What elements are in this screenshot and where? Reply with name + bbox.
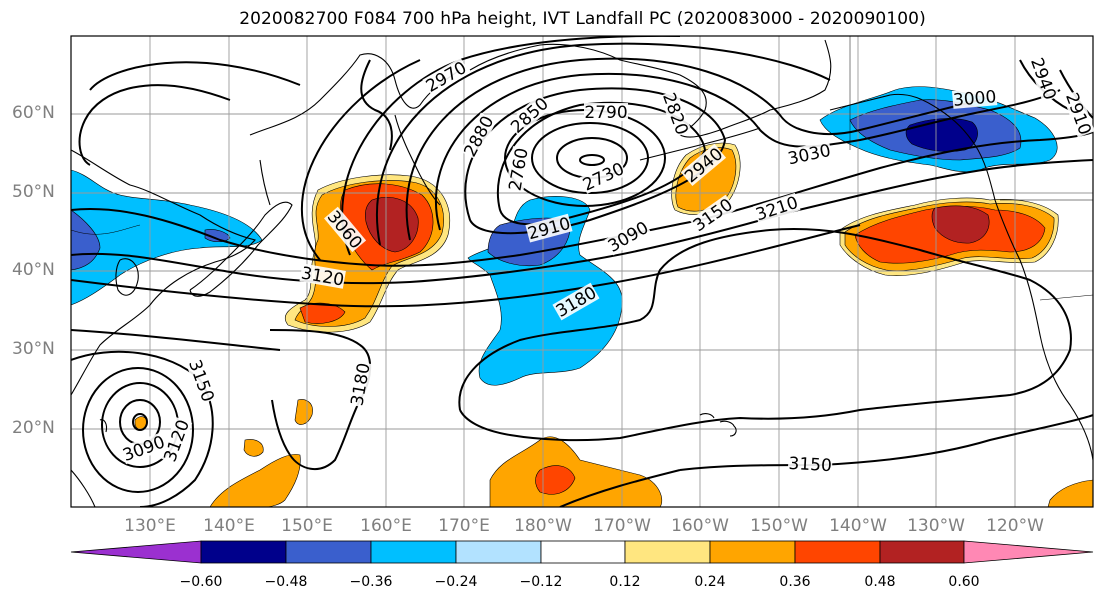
typhoon-ring-4 — [82, 367, 194, 493]
coast-hawaii — [699, 413, 737, 437]
colorbar-tick-label: 0.12 — [609, 574, 641, 590]
colorbar-tick-label: 0.36 — [779, 574, 811, 590]
map-frame — [70, 35, 1094, 508]
colorbar-tick-label: 0.60 — [948, 574, 980, 590]
lon-label: 140°E — [203, 516, 255, 536]
contour-low-center — [579, 154, 605, 166]
coast-kamchatka — [394, 114, 441, 206]
typhoon-ring-1 — [132, 413, 148, 431]
lon-label: 160°W — [671, 516, 729, 536]
map-plot-area — [71, 36, 1093, 507]
contour-3180-loop — [269, 329, 372, 470]
lon-label: 140°W — [829, 516, 887, 536]
positive-anomaly-south-5 — [1047, 479, 1093, 507]
lon-label: 150°E — [281, 516, 333, 536]
coast-sakhalin — [259, 159, 271, 206]
lat-label: 60°N — [12, 103, 55, 123]
positive-anomaly-south-1 — [489, 436, 663, 507]
contour-label: 3180 — [347, 361, 374, 407]
coast-gulf-alaska — [829, 93, 1093, 461]
colorbar — [70, 540, 1094, 564]
contour-label: 3090 — [605, 218, 652, 257]
colorbar-bin — [794, 540, 881, 564]
colorbar-bin — [540, 540, 626, 564]
coast-korea — [115, 258, 139, 296]
coast-siberia — [249, 53, 461, 136]
coast-taiwan — [99, 419, 108, 433]
colorbar-tick-label: −0.48 — [264, 574, 308, 590]
colorbar-extend-low — [70, 540, 202, 564]
contour-label: 2970 — [423, 58, 470, 97]
lat-label: 50°N — [12, 182, 55, 202]
contour-label: 3000 — [952, 87, 997, 111]
map-title: 2020082700 F084 700 hPa height, IVT Land… — [239, 9, 926, 29]
colorbar-tick-label: 0.24 — [694, 574, 726, 590]
colorbar-bin — [709, 540, 796, 564]
coast-philippines — [71, 469, 96, 507]
colorbar-bin — [879, 540, 965, 564]
contour-3150-south — [71, 329, 1093, 471]
lon-label: 170°E — [438, 516, 490, 536]
positive-anomaly-south-4 — [243, 439, 264, 457]
colorbar-bin — [370, 540, 457, 564]
colorbar-bin — [285, 540, 372, 564]
contour-label: 2880 — [460, 113, 498, 161]
colorbar-tick-label: 0.48 — [864, 574, 896, 590]
positive-anomaly-south-1-core — [535, 465, 576, 495]
coast-east-asia — [71, 149, 256, 396]
lat-label: 30°N — [12, 339, 55, 359]
lon-label: 130°W — [907, 516, 965, 536]
contour-label: 3120 — [160, 417, 194, 464]
contour-label: 3150 — [184, 357, 218, 404]
colorbar-tick-label: −0.60 — [179, 574, 223, 590]
lon-label: 170°W — [593, 516, 651, 536]
contour-label: 3150 — [788, 454, 832, 476]
lat-label: 20°N — [12, 418, 55, 438]
negative-anomaly-west — [71, 169, 263, 306]
positive-anomaly-westcoast-3 — [931, 205, 990, 244]
colorbar-tick-label: −0.12 — [519, 574, 563, 590]
colorbar-extend-high — [963, 540, 1094, 564]
positive-anomaly-south-3 — [294, 399, 313, 425]
borders — [71, 36, 1093, 301]
lon-label: 150°W — [750, 516, 808, 536]
colorbar-tick-label: −0.36 — [349, 574, 393, 590]
colorbar-bin — [624, 540, 711, 564]
lon-label: 160°E — [360, 516, 412, 536]
colorbar-bin — [455, 540, 542, 564]
height-contours — [71, 36, 1093, 507]
contour-high-pressure — [458, 228, 1072, 442]
lon-label: 180°W — [514, 516, 572, 536]
lat-label: 40°N — [12, 260, 55, 280]
coast-japan — [189, 201, 293, 297]
lon-label: 130°E — [124, 516, 176, 536]
lon-label: 120°W — [986, 516, 1044, 536]
negative-anomaly-west-core-2 — [204, 229, 231, 243]
contour-label: 2940 — [1026, 55, 1060, 102]
contour-label: 3210 — [753, 193, 800, 225]
colorbar-bin — [200, 540, 287, 564]
typhoon-ring-5 — [71, 350, 214, 507]
contour-label: 2790 — [584, 103, 627, 123]
coast-alaska-peninsula — [639, 127, 761, 161]
positive-anomaly-south-2 — [209, 454, 301, 507]
colorbar-tick-label: −0.24 — [434, 574, 478, 590]
